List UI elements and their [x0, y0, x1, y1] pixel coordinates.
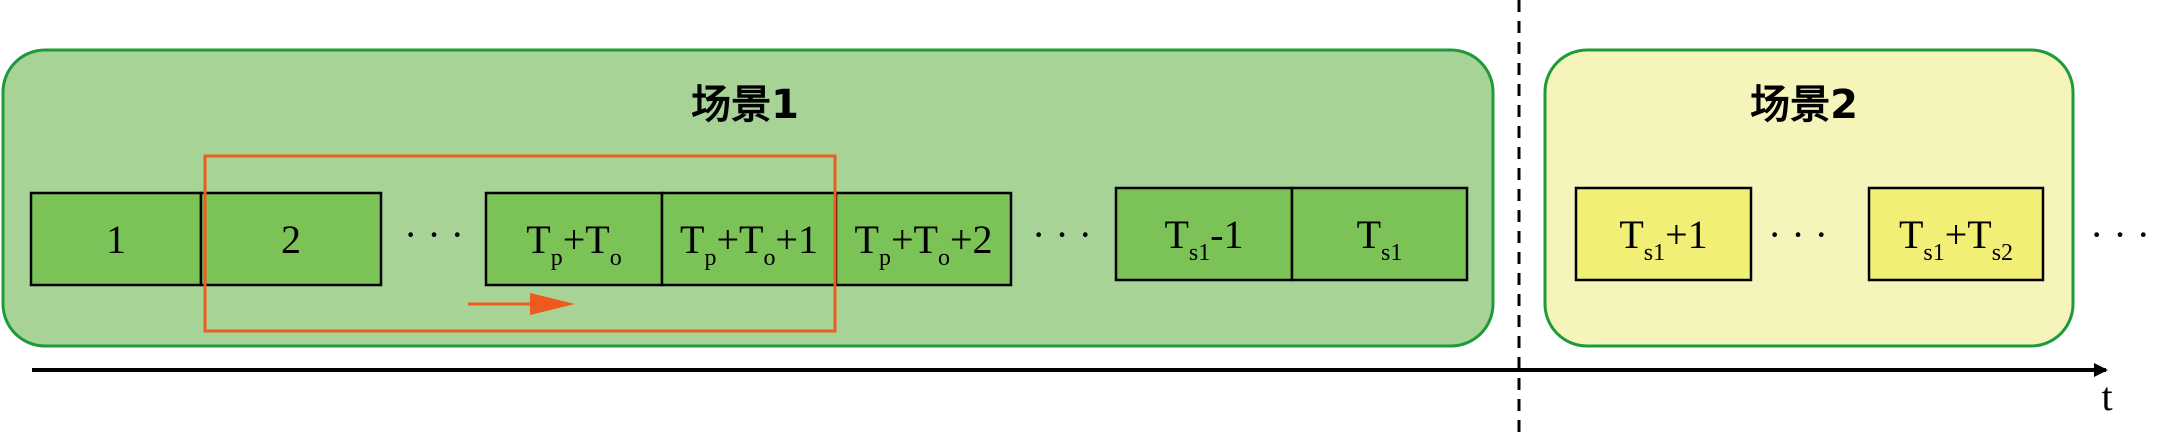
- frame-label-c4: Tp+To+1: [680, 217, 818, 271]
- frame-label-part: s1: [1381, 240, 1402, 266]
- frame-label-part: s1: [1923, 240, 1944, 266]
- frame-label-part: +T: [716, 217, 763, 262]
- ellipsis-2: · · ·: [1032, 212, 1092, 257]
- frame-label-d1: Ts1+1: [1619, 212, 1707, 266]
- frame-label-part: s1: [1644, 240, 1665, 266]
- sliding-window: [203, 154, 837, 333]
- frame-label-c5: Tp+To+2: [855, 217, 993, 271]
- frame-label-part: p: [704, 245, 716, 271]
- frame-label-part: -1: [1210, 212, 1243, 257]
- ellipsis-1: · · ·: [404, 212, 464, 257]
- frame-cell-d1: [1574, 186, 1753, 282]
- frame-label-part: +1: [775, 217, 818, 262]
- frame-label-part: T: [680, 217, 704, 262]
- frame-label-part: +1: [1665, 212, 1708, 257]
- frame-label-part: s2: [1992, 240, 2013, 266]
- scene2-frames: Ts1+1 Ts1+Ts2: [1574, 186, 2045, 282]
- scene2-title: 场景2: [1750, 82, 1858, 128]
- frame-label-part: T: [1164, 212, 1188, 257]
- frame-label-c7: Ts1: [1357, 212, 1403, 266]
- frame-label-part: p: [551, 245, 563, 271]
- frame-label-c6: Ts1-1: [1164, 212, 1243, 266]
- frame-cell-c6: [1114, 186, 1294, 282]
- scene1-title: 场景1: [691, 82, 799, 128]
- frame-label-part: p: [879, 245, 891, 271]
- frame-label-part: +T: [891, 217, 938, 262]
- frame-label-d2: Ts1+Ts2: [1899, 212, 2013, 266]
- frame-label-part: +T: [563, 217, 610, 262]
- frame-cell-d2: [1867, 186, 2045, 282]
- ellipsis-3: · · ·: [1768, 212, 1828, 257]
- ellipsis-4: · · ·: [2090, 212, 2150, 257]
- frame-label-part: T: [526, 217, 550, 262]
- frame-label-part: o: [610, 245, 622, 271]
- frame-label-part: T: [855, 217, 879, 262]
- frame-cell-c5: [834, 191, 1013, 287]
- scene1-frames: 1 2 Tp+To Tp+To+1 Tp+To+2 Ts1-1 Ts1: [29, 186, 1469, 287]
- frame-label-part: s1: [1189, 240, 1210, 266]
- frame-label-part: T: [1899, 212, 1923, 257]
- frame-label-part: T: [1357, 212, 1381, 257]
- frame-label-c3: Tp+To: [526, 217, 621, 271]
- frame-label-part: T: [1619, 212, 1643, 257]
- frame-label-part: +T: [1945, 212, 1992, 257]
- window-direction-arrowhead: [530, 293, 575, 315]
- frame-label-part: o: [763, 245, 775, 271]
- frame-label-part: +2: [950, 217, 993, 262]
- time-axis-label: t: [2101, 374, 2112, 419]
- frame-label-part: o: [938, 245, 950, 271]
- frame-cell-c1: [29, 191, 203, 287]
- frame-cell-c7: [1290, 186, 1469, 282]
- frame-label-c2: 2: [281, 217, 301, 262]
- frame-cell-c2: [199, 191, 383, 287]
- frame-cell-c4: [660, 191, 838, 287]
- frame-label-c1: 1: [106, 217, 126, 262]
